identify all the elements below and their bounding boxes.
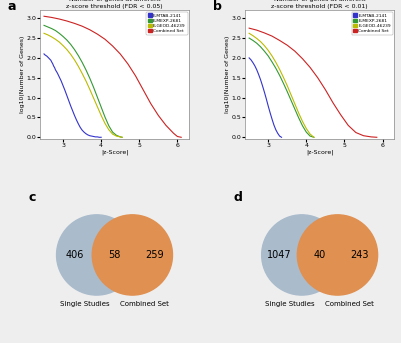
Text: Single Studies: Single Studies <box>60 301 109 307</box>
Text: d: d <box>233 191 242 204</box>
Text: 406: 406 <box>65 250 83 260</box>
Text: 40: 40 <box>313 250 325 260</box>
Y-axis label: log10(Number of Genes): log10(Number of Genes) <box>20 36 25 114</box>
Text: 243: 243 <box>349 250 368 260</box>
Text: Combined Set: Combined Set <box>324 301 373 307</box>
Text: 58: 58 <box>108 250 120 260</box>
Title: Number of genes at different
z-score threshold (FDR < 0.05): Number of genes at different z-score thr… <box>66 0 162 9</box>
Y-axis label: log10(Number of Genes): log10(Number of Genes) <box>224 36 229 114</box>
Text: b: b <box>212 0 221 13</box>
Text: 1047: 1047 <box>267 250 291 260</box>
Circle shape <box>92 215 172 295</box>
Text: Combined Set: Combined Set <box>119 301 168 307</box>
Text: 259: 259 <box>145 250 163 260</box>
X-axis label: |z-Score|: |z-Score| <box>305 150 332 155</box>
Legend: E-MTAB-2141, E-MEXP-2681, E-GEOD-46239, Combined Set: E-MTAB-2141, E-MEXP-2681, E-GEOD-46239, … <box>351 12 392 35</box>
Text: Single Studies: Single Studies <box>264 301 314 307</box>
Legend: E-MTAB-2141, E-MEXP-2681, E-GEOD-46239, Combined Set: E-MTAB-2141, E-MEXP-2681, E-GEOD-46239, … <box>146 12 187 35</box>
Circle shape <box>261 215 341 295</box>
X-axis label: |z-Score|: |z-Score| <box>101 150 128 155</box>
Text: c: c <box>28 191 36 204</box>
Text: a: a <box>8 0 16 13</box>
Circle shape <box>297 215 377 295</box>
Circle shape <box>57 215 136 295</box>
Title: Number of genes at different
z-score threshold (FDR < 0.01): Number of genes at different z-score thr… <box>271 0 367 9</box>
